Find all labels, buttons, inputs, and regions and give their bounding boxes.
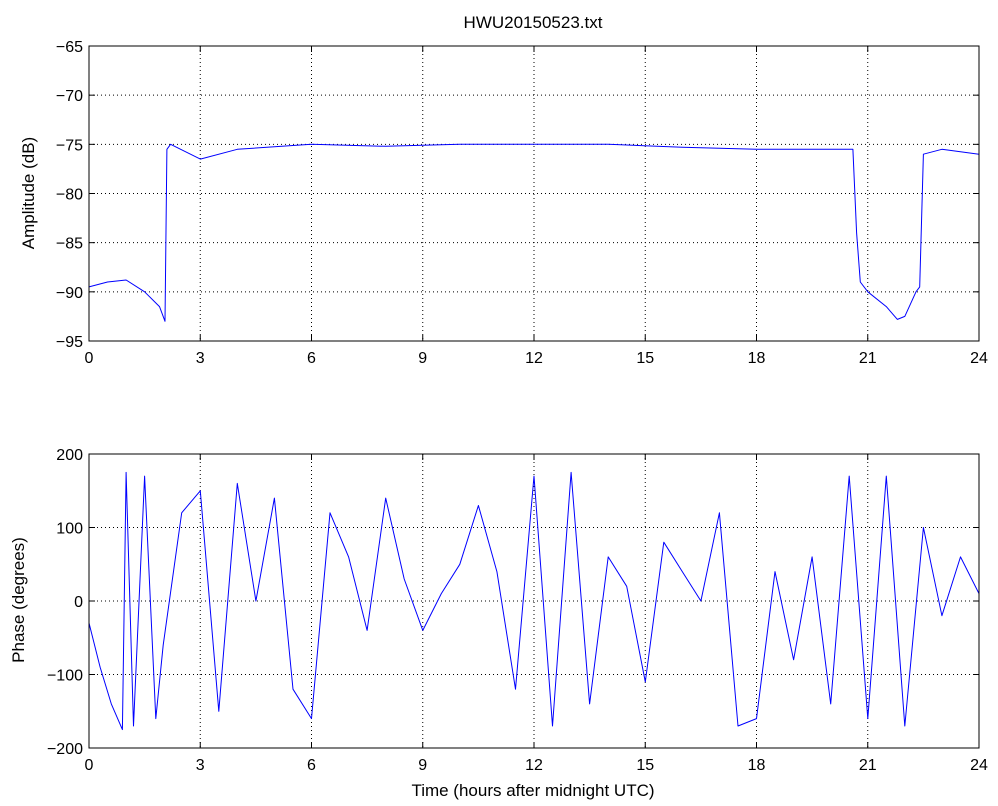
x-tick-label: 24 (970, 350, 988, 367)
x-tick-label: 24 (970, 757, 988, 774)
x-tick-label: 18 (748, 350, 766, 367)
x-tick-label: 15 (636, 757, 654, 774)
x-tick-label: 3 (196, 757, 205, 774)
x-tick-label: 18 (748, 757, 766, 774)
y-axis-label: Phase (degrees) (9, 537, 28, 663)
x-tick-label: 12 (525, 350, 543, 367)
x-tick-label: 6 (307, 350, 316, 367)
y-tick-label: −75 (56, 137, 83, 154)
y-tick-label: 100 (56, 521, 83, 538)
series-line (88, 471, 980, 731)
x-axis-label: Time (hours after midnight UTC) (411, 781, 654, 800)
y-tick-label: −65 (56, 39, 83, 56)
x-tick-label: 15 (636, 350, 654, 367)
y-tick-label: 200 (56, 447, 83, 464)
phase-panel: Phase (degrees) Time (hours after midnig… (9, 447, 988, 800)
y-tick-label: −85 (56, 236, 83, 253)
chart-title: HWU20150523.txt (464, 13, 603, 32)
x-tick-label: 3 (196, 350, 205, 367)
x-tick-label: 0 (85, 757, 94, 774)
x-tick-label: 9 (418, 757, 427, 774)
y-axis-label: Amplitude (dB) (19, 137, 38, 249)
y-tick-label: 0 (74, 594, 83, 611)
series-line (88, 143, 980, 322)
x-tick-label: 9 (418, 350, 427, 367)
x-tick-label: 12 (525, 757, 543, 774)
y-tick-label: −95 (56, 334, 83, 351)
y-tick-label: −200 (47, 741, 83, 758)
amplitude-panel: HWU20150523.txt Amplitude (dB) 0 3 6 9 12 15 1… (19, 13, 988, 367)
y-tick-label: −80 (56, 187, 83, 204)
y-tick-label: −70 (56, 88, 83, 105)
y-tick-label: −100 (47, 668, 83, 685)
x-tick-label: 21 (859, 350, 877, 367)
x-tick-label: 6 (307, 757, 316, 774)
x-tick-label: 21 (859, 757, 877, 774)
y-tick-label: −90 (56, 285, 83, 302)
x-tick-label: 0 (85, 350, 94, 367)
